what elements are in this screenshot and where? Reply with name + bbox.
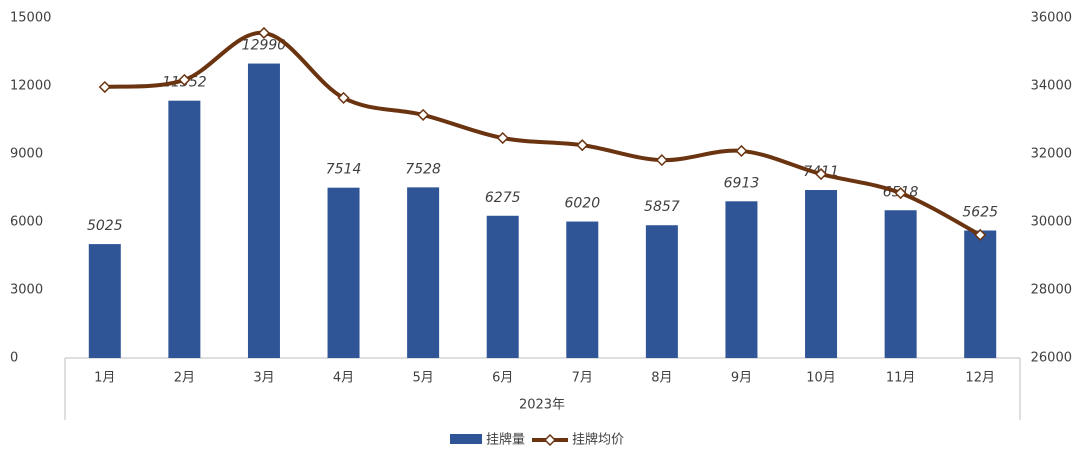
y-tick-label: 6000 (10, 215, 43, 230)
x-tick-label: 12月 (965, 371, 995, 386)
x-tick-label: 10月 (806, 371, 836, 386)
bar (884, 210, 917, 358)
x-tick-label: 11月 (886, 371, 916, 386)
bar (725, 201, 758, 358)
legend-swatch (450, 434, 482, 444)
x-tick-label: 2月 (174, 371, 195, 386)
bar (805, 190, 838, 358)
bar (645, 225, 678, 358)
y2-tick-label: 36000 (1031, 11, 1072, 26)
data-label: 5025 (87, 218, 123, 234)
x-tick-label: 3月 (253, 371, 274, 386)
bar (327, 187, 360, 358)
line-marker (98, 80, 111, 94)
bar (964, 230, 997, 358)
data-label: 12990 (242, 38, 287, 54)
price-line (104, 30, 982, 237)
y-tick-label: 9000 (10, 147, 43, 162)
y-tick-label: 15000 (10, 11, 51, 26)
x-axis-label: 2023年 (519, 398, 565, 413)
line-marker (417, 108, 430, 121)
y2-tick-label: 26000 (1031, 351, 1072, 366)
y-tick-label: 3000 (10, 283, 43, 298)
line-marker (655, 154, 668, 167)
x-tick-label: 8月 (651, 371, 672, 386)
data-label: 6913 (724, 175, 760, 191)
bar (247, 63, 280, 359)
y2-tick-label: 34000 (1031, 79, 1072, 94)
bar (566, 221, 599, 358)
data-label: 5857 (644, 199, 680, 215)
x-tick-label: 7月 (572, 371, 593, 386)
y-tick-label: 0 (10, 351, 18, 366)
y2-tick-label: 28000 (1031, 283, 1072, 298)
line-marker (974, 228, 987, 241)
x-tick-label: 6月 (492, 371, 513, 386)
line-marker (337, 91, 350, 104)
bar (407, 187, 440, 358)
data-label: 5625 (962, 205, 998, 221)
legend-label: 挂牌量 (486, 432, 525, 448)
line-marker (257, 26, 271, 40)
x-tick-label: 1月 (94, 371, 115, 386)
data-label: 7528 (405, 161, 441, 177)
line-marker (576, 139, 589, 152)
data-label: 6020 (564, 196, 600, 212)
line-marker (496, 131, 509, 145)
legend-marker (543, 433, 557, 447)
x-tick-label: 4月 (333, 371, 354, 386)
line-marker (178, 73, 191, 86)
x-tick-label: 9月 (731, 371, 752, 386)
bar (88, 244, 121, 358)
bar (168, 100, 201, 359)
bar (486, 215, 519, 358)
legend-label: 挂牌均价 (572, 432, 624, 448)
line-marker (894, 187, 907, 200)
y-tick-label: 12000 (10, 79, 51, 94)
x-tick-label: 5月 (412, 371, 433, 386)
data-label: 6275 (485, 190, 521, 206)
y2-tick-label: 30000 (1031, 215, 1072, 230)
line-marker (814, 167, 828, 181)
data-label: 7514 (326, 162, 362, 178)
line-marker (735, 144, 748, 158)
y2-tick-label: 32000 (1031, 147, 1072, 162)
